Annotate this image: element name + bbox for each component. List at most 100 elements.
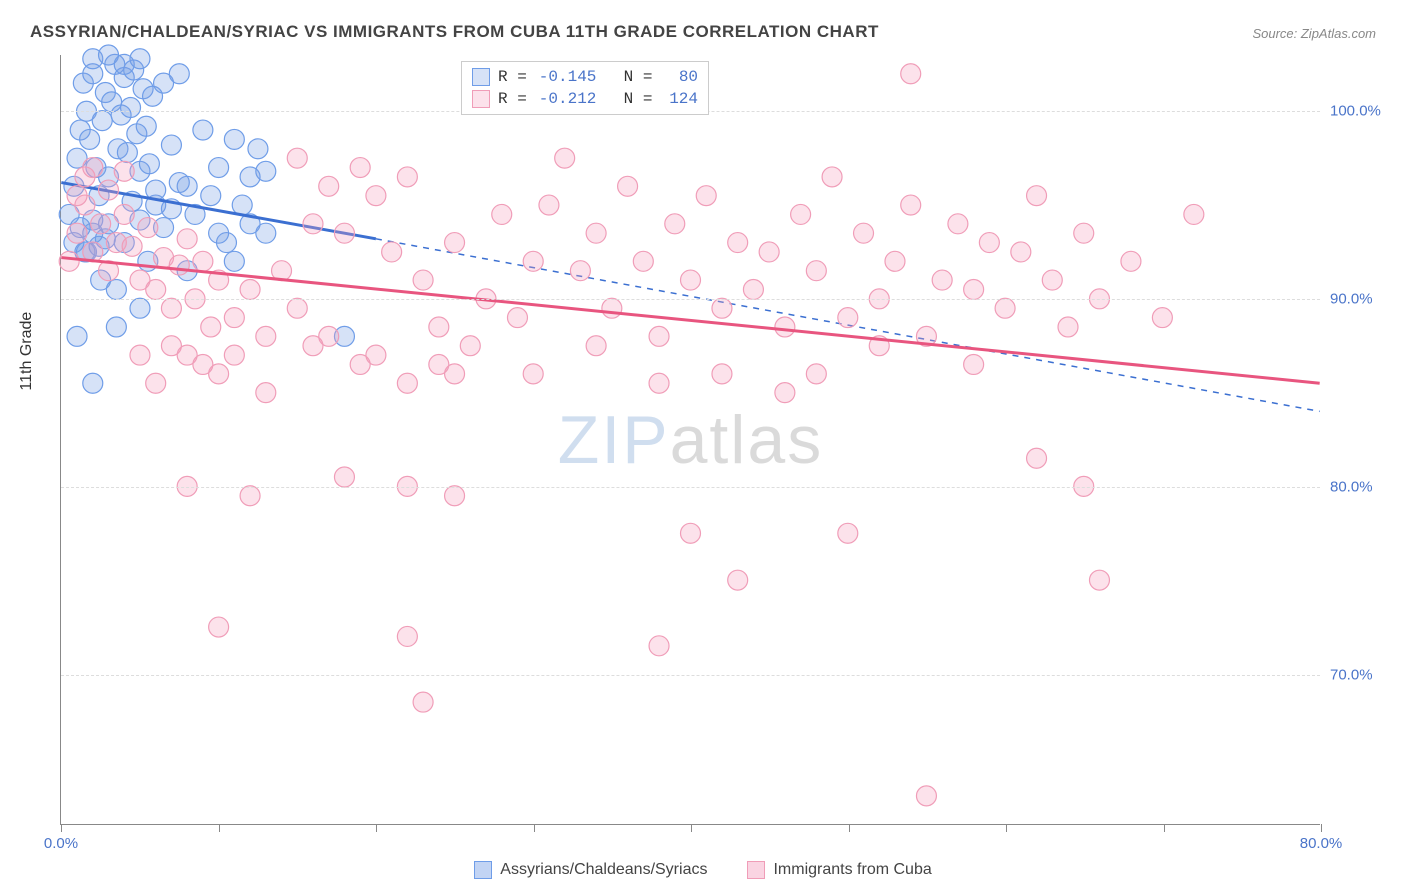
legend-swatch [747, 861, 765, 879]
data-point [492, 204, 512, 224]
data-point [130, 298, 150, 318]
data-point [382, 242, 402, 262]
data-point [555, 148, 575, 168]
data-point [445, 233, 465, 253]
legend-stats: R = -0.145 N = 80 [498, 66, 698, 88]
data-point [193, 120, 213, 140]
data-point [334, 223, 354, 243]
data-point [80, 129, 100, 149]
bottom-legend: Assyrians/Chaldeans/Syriacs Immigrants fr… [0, 861, 1406, 884]
data-point [256, 223, 276, 243]
data-point [586, 223, 606, 243]
data-point [728, 570, 748, 590]
data-point [232, 195, 252, 215]
data-point [209, 158, 229, 178]
data-point [1058, 317, 1078, 337]
data-point [775, 383, 795, 403]
data-point [169, 173, 189, 193]
data-point [1152, 308, 1172, 328]
data-point [193, 251, 213, 271]
data-point [932, 270, 952, 290]
data-point [1074, 223, 1094, 243]
scatter-svg [61, 55, 1320, 824]
data-point [507, 308, 527, 328]
data-point [397, 373, 417, 393]
legend-label: Assyrians/Chaldeans/Syriacs [500, 861, 707, 879]
data-point [256, 161, 276, 181]
data-point [901, 64, 921, 84]
data-point [224, 251, 244, 271]
legend-swatch [472, 68, 490, 86]
data-point [964, 279, 984, 299]
data-point [106, 279, 126, 299]
data-point [224, 129, 244, 149]
data-point [146, 279, 166, 299]
data-point [161, 298, 181, 318]
legend-label: Immigrants from Cuba [773, 861, 931, 879]
data-point [92, 111, 112, 131]
data-point [121, 98, 141, 118]
data-point [649, 373, 669, 393]
data-point [161, 336, 181, 356]
data-point [248, 139, 268, 159]
legend-swatch [472, 90, 490, 108]
data-point [240, 486, 260, 506]
data-point [429, 317, 449, 337]
data-point [193, 354, 213, 374]
data-point [201, 186, 221, 206]
y-tick-label: 100.0% [1330, 103, 1390, 120]
data-point [728, 233, 748, 253]
data-point [138, 218, 158, 238]
y-axis-label: 11th Grade [18, 312, 36, 391]
data-point [67, 326, 87, 346]
x-tick [1006, 824, 1007, 832]
data-point [1027, 186, 1047, 206]
data-point [224, 345, 244, 365]
data-point [136, 116, 156, 136]
data-point [224, 308, 244, 328]
x-tick [219, 824, 220, 832]
x-tick [1321, 824, 1322, 832]
chart-plot-area: ZIPatlas R = -0.145 N = 80R = -0.212 N =… [60, 55, 1320, 825]
data-point [99, 180, 119, 200]
x-tick [849, 824, 850, 832]
data-point [413, 692, 433, 712]
source-attribution: Source: ZipAtlas.com [1252, 26, 1376, 41]
data-point [67, 186, 87, 206]
data-point [106, 317, 126, 337]
data-point [169, 64, 189, 84]
data-point [139, 154, 159, 174]
legend-row: R = -0.212 N = 124 [472, 88, 698, 110]
data-point [696, 186, 716, 206]
data-point [539, 195, 559, 215]
data-point [59, 251, 79, 271]
data-point [319, 176, 339, 196]
data-point [366, 345, 386, 365]
data-point [743, 279, 763, 299]
gridline [61, 487, 1320, 488]
data-point [964, 354, 984, 374]
data-point [822, 167, 842, 187]
y-tick-label: 80.0% [1330, 478, 1390, 495]
data-point [413, 270, 433, 290]
data-point [681, 270, 701, 290]
data-point [602, 298, 622, 318]
data-point [1027, 448, 1047, 468]
data-point [122, 236, 142, 256]
data-point [201, 317, 221, 337]
data-point [995, 298, 1015, 318]
data-point [885, 251, 905, 271]
bottom-legend-item: Immigrants from Cuba [747, 861, 931, 879]
data-point [256, 326, 276, 346]
data-point [1042, 270, 1062, 290]
data-point [319, 326, 339, 346]
data-point [649, 636, 669, 656]
data-point [350, 158, 370, 178]
data-point [67, 223, 87, 243]
data-point [618, 176, 638, 196]
data-point [901, 195, 921, 215]
data-point [240, 279, 260, 299]
x-tick [534, 824, 535, 832]
data-point [1121, 251, 1141, 271]
data-point [523, 364, 543, 384]
